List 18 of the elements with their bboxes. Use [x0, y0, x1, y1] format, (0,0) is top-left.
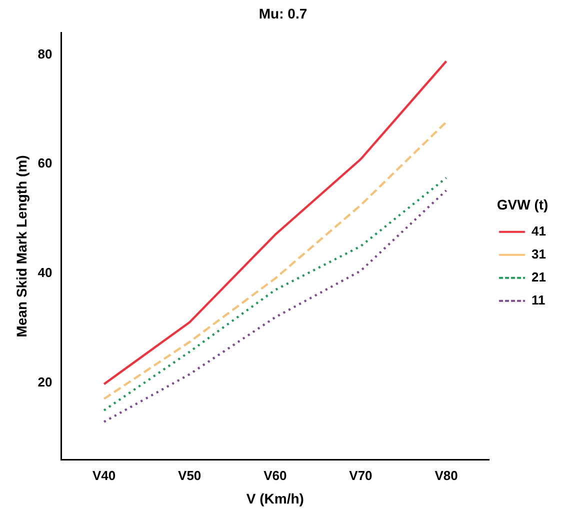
y-tick-label: 80: [38, 46, 52, 62]
legend-label: 11: [532, 292, 546, 308]
x-tick-label: V70: [349, 468, 372, 483]
legend-label: 31: [532, 246, 546, 262]
x-tick-label: V60: [264, 468, 287, 483]
chart-title: Mu: 0.7: [258, 5, 308, 22]
x-tick-label: V80: [434, 468, 458, 483]
legend-title: GVW (t): [496, 196, 548, 212]
y-tick-label: 20: [38, 374, 52, 390]
line-series: [102, 120, 448, 400]
legend-label: 41: [532, 223, 546, 238]
y-axis-title: Mean Skid Mark Length (m): [13, 155, 30, 338]
legend-label: 21: [532, 269, 546, 284]
y-tick-label: 40: [38, 265, 52, 280]
x-tick-label: V40: [92, 468, 116, 483]
y-tick-label: 60: [38, 156, 52, 171]
x-axis-title: V (Km/h): [246, 490, 304, 506]
x-tick-label: V50: [178, 468, 202, 483]
